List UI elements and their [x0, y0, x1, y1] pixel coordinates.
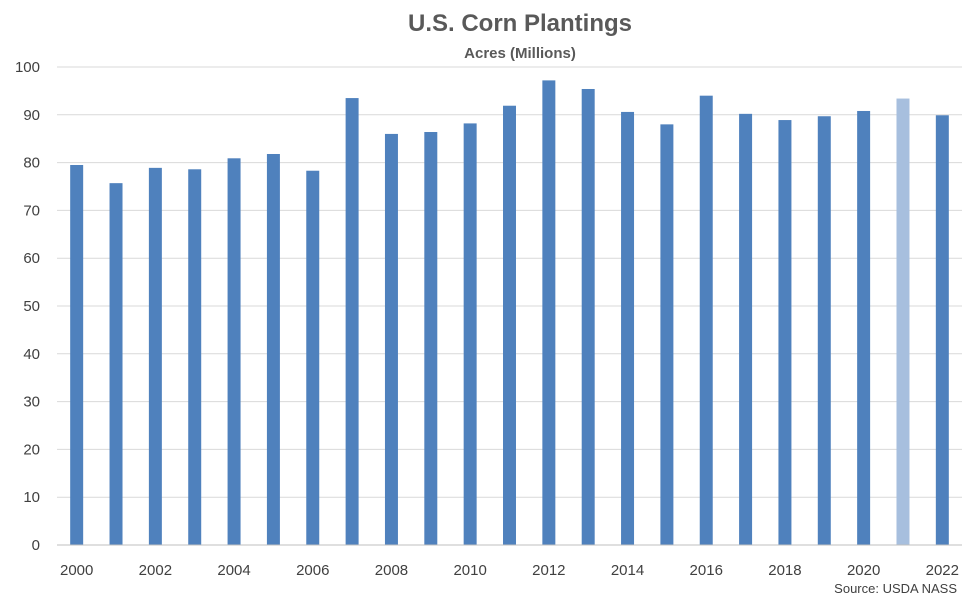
bar-2019: [817, 116, 831, 545]
bar-2002: [148, 167, 162, 545]
x-tick-label: 2014: [611, 562, 644, 579]
y-tick-label: 40: [23, 346, 40, 363]
bar-2014: [621, 111, 635, 545]
bar-2018: [778, 120, 792, 546]
bar-2012: [542, 80, 556, 545]
y-tick-label: 70: [23, 202, 40, 219]
bar-2005: [266, 153, 280, 545]
x-tick-label: 2020: [847, 562, 880, 579]
y-tick-label: 10: [23, 489, 40, 506]
bar-2003: [188, 169, 202, 546]
bars: [70, 80, 949, 546]
x-tick-label: 2004: [217, 562, 250, 579]
y-tick-label: 100: [15, 59, 40, 76]
bar-2007: [345, 98, 359, 545]
x-tick-label: 2016: [690, 562, 723, 579]
x-tick-label: 2010: [453, 562, 486, 579]
bar-2022: [935, 115, 949, 545]
y-tick-label: 20: [23, 441, 40, 458]
bar-2000: [70, 164, 84, 546]
y-axis-ticks: 0 10 20 30 40 50 60 70 80 90 100: [15, 59, 40, 554]
bar-2013: [581, 88, 595, 545]
y-tick-label: 60: [23, 250, 40, 267]
bar-2009: [424, 132, 438, 545]
y-tick-label: 0: [32, 537, 40, 554]
bar-2011: [503, 105, 516, 545]
x-axis-ticks: 2000 2002 2004 2006 2008 2010 2012 2014 2016 2018…: [60, 562, 959, 579]
y-tick-label: 80: [23, 155, 40, 172]
x-tick-label: 2008: [375, 562, 408, 579]
bar-2017: [739, 113, 753, 546]
bar-2016: [699, 95, 713, 546]
y-tick-label: 30: [23, 394, 40, 411]
bar-2020: [857, 110, 871, 545]
x-tick-label: 2000: [60, 562, 93, 579]
bar-2008: [384, 133, 398, 546]
bar-2004: [227, 158, 241, 545]
bar-2021: [896, 98, 910, 545]
bar-2006: [306, 170, 320, 545]
x-tick-label: 2022: [926, 562, 959, 579]
x-tick-label: 2006: [296, 562, 329, 579]
bar-2010: [463, 123, 477, 546]
x-tick-label: 2012: [532, 562, 565, 579]
x-tick-label: 2018: [768, 562, 801, 579]
y-tick-label: 50: [23, 298, 40, 315]
x-tick-label: 2002: [139, 562, 172, 579]
chart-title: U.S. Corn Plantings: [408, 10, 632, 37]
y-tick-label: 90: [23, 107, 40, 124]
bar-2001: [109, 183, 123, 546]
bar-2015: [660, 124, 674, 546]
source-note: Source: USDA NASS: [834, 581, 957, 596]
chart-subtitle: Acres (Millions): [464, 45, 576, 62]
